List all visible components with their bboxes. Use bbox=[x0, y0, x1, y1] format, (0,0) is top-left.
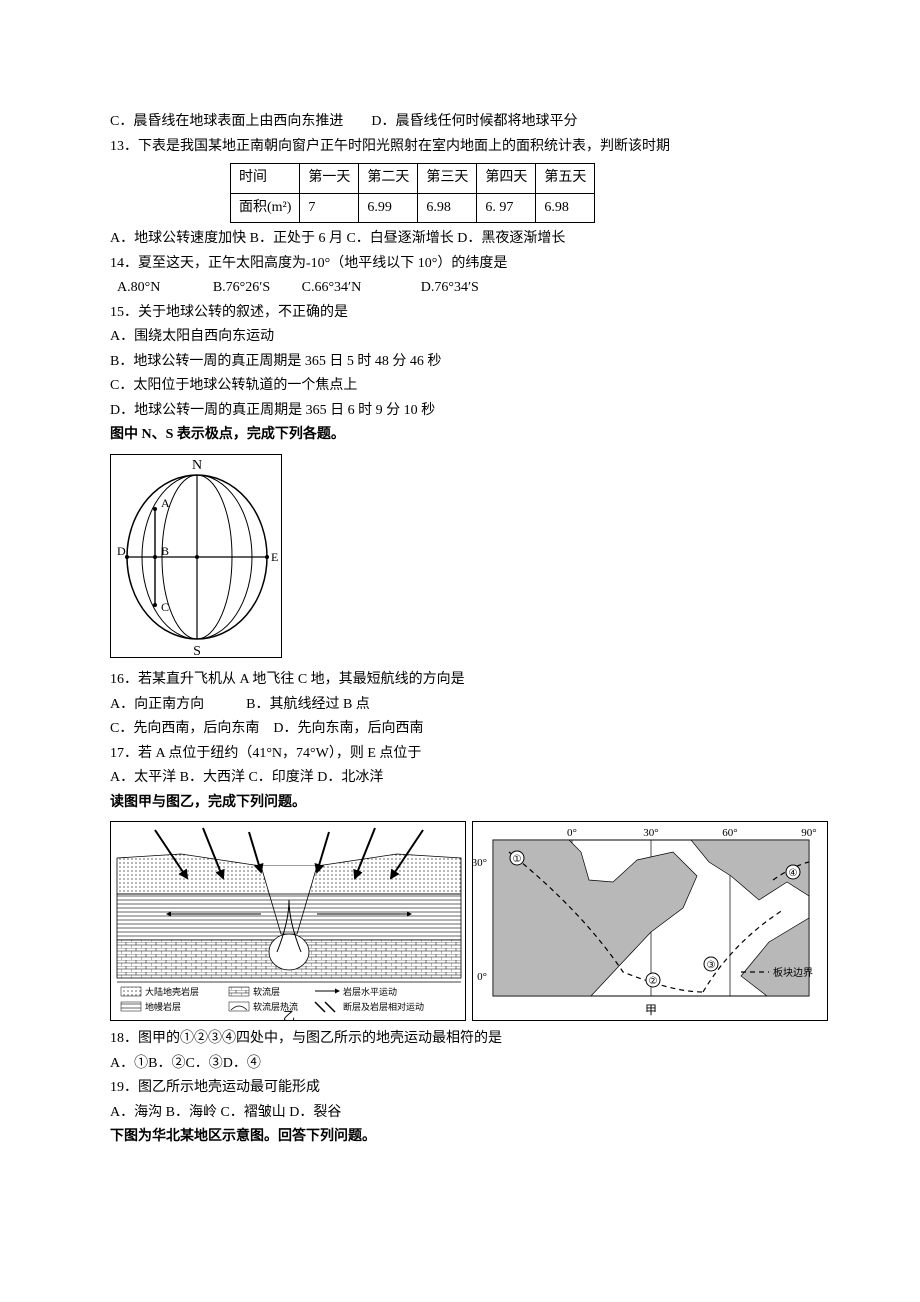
q12-opt-d: D．晨昏线任何时候都将地球平分 bbox=[371, 114, 577, 129]
q17-options: A．太平洋 B．大西洋 C．印度洋 D．北冰洋 bbox=[110, 766, 820, 791]
q17-stem: 17．若 A 点位于纽约（41°N，74°W），则 E 点位于 bbox=[110, 742, 820, 767]
lat-0: 0° bbox=[477, 971, 487, 983]
globe-label-e: E bbox=[271, 550, 278, 564]
q14-opt-c: C.66°34′N bbox=[302, 280, 362, 295]
q14-stem: 14．夏至这天，正午太阳高度为-10°（地平线以下 10°）的纬度是 bbox=[110, 252, 820, 277]
mark-2: ② bbox=[649, 976, 658, 987]
table-row: 时间 第一天 第二天 第三天 第四天 第五天 bbox=[231, 164, 595, 194]
q19-stem: 19．图乙所示地壳运动最可能形成 bbox=[110, 1076, 820, 1101]
q12-options-cd: C．晨昏线在地球表面上由西向东推进 D．晨昏线任何时候都将地球平分 bbox=[110, 110, 820, 135]
q13-td-3: 6.98 bbox=[418, 193, 477, 223]
q13-td-1: 7 bbox=[300, 193, 359, 223]
globe-label-n: N bbox=[192, 458, 202, 473]
table-row: 面积(m²) 7 6.99 6.98 6. 97 6.98 bbox=[231, 193, 595, 223]
section-header-tectonics: 读图甲与图乙，完成下列问题。 bbox=[110, 791, 820, 816]
q13-th-5: 第五天 bbox=[536, 164, 595, 194]
q16-row2: C．先向西南，后向东南 D．先向东南，后向西南 bbox=[110, 717, 820, 742]
diagram-jia: 0° 30° 60° 90° 30° 0° ① ② bbox=[472, 821, 828, 1021]
lat-30: 30° bbox=[473, 857, 487, 869]
q13-td-2: 6.99 bbox=[359, 193, 418, 223]
legend-plate-boundary: 板块边界 bbox=[773, 966, 813, 979]
q12-opt-c: C．晨昏线在地球表面上由西向东推进 bbox=[110, 114, 343, 129]
q13-td-5: 6.98 bbox=[536, 193, 595, 223]
q18-stem: 18．图甲的①②③④四处中，与图乙所示的地壳运动最相符的是 bbox=[110, 1027, 820, 1052]
q15-opt-b: B．地球公转一周的真正周期是 365 日 5 时 48 分 46 秒 bbox=[110, 350, 820, 375]
lon-60: 60° bbox=[722, 827, 737, 839]
diagram-label-yi: 乙 bbox=[283, 1009, 295, 1022]
legend-mantle: 地幔岩层 bbox=[145, 1001, 181, 1012]
globe-label-a: A bbox=[161, 496, 170, 510]
q16-stem: 16．若某直升飞机从 A 地飞往 C 地，其最短航线的方向是 bbox=[110, 668, 820, 693]
q19-options: A．海沟 B．海岭 C．褶皱山 D．裂谷 bbox=[110, 1101, 820, 1126]
mark-3: ③ bbox=[707, 960, 716, 971]
q13-stem: 13．下表是我国某地正南朝向窗户正午时阳光照射在室内地面上的面积统计表，判断该时… bbox=[110, 135, 820, 160]
q15-opt-c: C．太阳位于地球公转轨道的一个焦点上 bbox=[110, 374, 820, 399]
legend-astheno: 软流层 bbox=[253, 986, 280, 997]
q14-options: A.80°N B.76°26′S C.66°34′N D.76°34′S bbox=[110, 276, 820, 301]
q16-opt-d: D．先向东南，后向西南 bbox=[273, 721, 423, 736]
globe-label-d: D bbox=[117, 544, 126, 558]
globe-label-c: C bbox=[161, 600, 169, 614]
section-header-huabei: 下图为华北某地区示意图。回答下列问题。 bbox=[110, 1125, 820, 1150]
q14-opt-a: A.80°N bbox=[117, 280, 160, 295]
legend-crust: 大陆地壳岩层 bbox=[145, 986, 199, 997]
q13-th-1: 第一天 bbox=[300, 164, 359, 194]
q16-opt-b: B．其航线经过 B 点 bbox=[246, 697, 370, 712]
q14-opt-b: B.76°26′S bbox=[213, 280, 270, 295]
mark-4: ④ bbox=[789, 868, 798, 879]
legend-horizmove: 岩层水平运动 bbox=[343, 986, 397, 997]
q16-opt-c: C．先向西南，后向东南 bbox=[110, 721, 259, 736]
diagram-label-jia: 甲 bbox=[645, 1003, 657, 1017]
q16-row1: A．向正南方向 B．其航线经过 B 点 bbox=[110, 693, 820, 718]
q13-td-0: 面积(m²) bbox=[231, 193, 300, 223]
q13-th-4: 第四天 bbox=[477, 164, 536, 194]
section-header-globe: 图中 N、S 表示极点，完成下列各题。 bbox=[110, 423, 820, 448]
q13-options: A．地球公转速度加快 B．正处于 6 月 C．白昼逐渐增长 D．黑夜逐渐增长 bbox=[110, 227, 820, 252]
mark-1: ① bbox=[513, 854, 522, 865]
q13-th-3: 第三天 bbox=[418, 164, 477, 194]
q16-opt-a: A．向正南方向 bbox=[110, 697, 204, 712]
q13-th-2: 第二天 bbox=[359, 164, 418, 194]
q13-th-0: 时间 bbox=[231, 164, 300, 194]
globe-label-s: S bbox=[193, 644, 201, 659]
q14-opt-d: D.76°34′S bbox=[421, 280, 479, 295]
q15-opt-d: D．地球公转一周的真正周期是 365 日 6 时 9 分 10 秒 bbox=[110, 399, 820, 424]
q15-opt-a: A．围绕太阳自西向东运动 bbox=[110, 325, 820, 350]
lon-30: 30° bbox=[643, 827, 658, 839]
lon-0: 0° bbox=[567, 827, 577, 839]
diagram-yi: 大陆地壳岩层 软流层 岩层水平运动 地幔岩层 软流层热流 断层及岩层相对运动 乙 bbox=[110, 821, 466, 1021]
lon-90: 90° bbox=[801, 827, 816, 839]
q18-options: A．①B．②C．③D．④ bbox=[110, 1052, 820, 1077]
q15-stem: 15．关于地球公转的叙述，不正确的是 bbox=[110, 301, 820, 326]
tectonic-diagrams: 大陆地壳岩层 软流层 岩层水平运动 地幔岩层 软流层热流 断层及岩层相对运动 乙 bbox=[110, 821, 820, 1021]
globe-label-b: B bbox=[161, 544, 169, 558]
globe-diagram: N S A B C D E bbox=[110, 454, 282, 658]
legend-fault: 断层及岩层相对运动 bbox=[343, 1001, 424, 1012]
q13-td-4: 6. 97 bbox=[477, 193, 536, 223]
q13-table: 时间 第一天 第二天 第三天 第四天 第五天 面积(m²) 7 6.99 6.9… bbox=[230, 163, 595, 223]
